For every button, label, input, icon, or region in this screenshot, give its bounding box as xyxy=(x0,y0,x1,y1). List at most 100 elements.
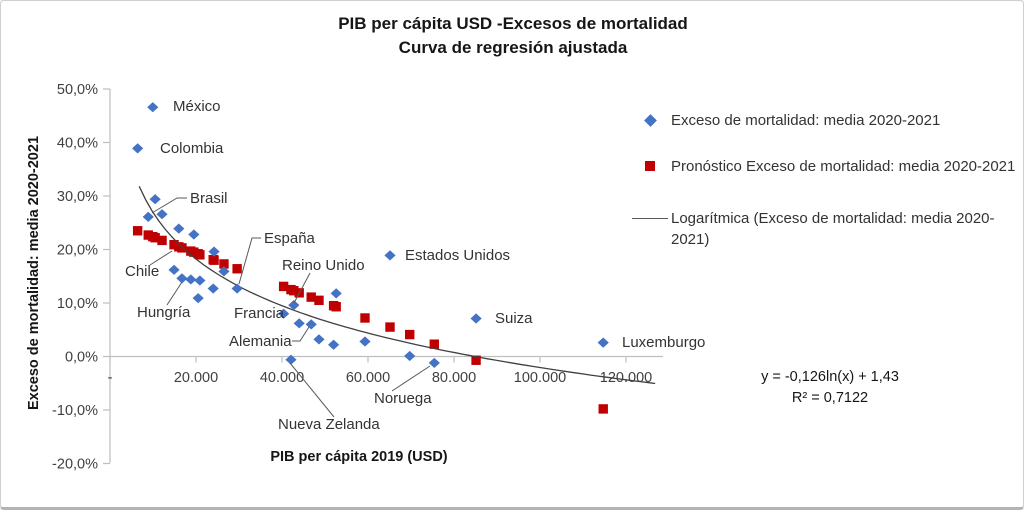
data-point-actual xyxy=(293,318,305,329)
data-point-actual xyxy=(359,336,371,347)
legend-entry-forecast: Pronóstico Exceso de mortalidad: media 2… xyxy=(632,156,1017,177)
y-axis-title: Exceso de mortalidad: media 2020-2021 xyxy=(26,135,42,411)
annotation-leader-line xyxy=(292,326,310,342)
country-label: Chile xyxy=(125,263,159,280)
data-point-actual xyxy=(168,264,180,275)
data-point-forecast xyxy=(598,404,608,414)
data-point-forecast xyxy=(177,243,187,253)
annotation-leader-line xyxy=(238,237,261,285)
data-point-actual xyxy=(188,229,200,240)
y-tick-label: 40,0% xyxy=(57,136,98,152)
x-tick-label: 40.000 xyxy=(260,370,304,386)
country-label: Reino Unido xyxy=(282,257,365,274)
data-point-actual xyxy=(597,337,609,348)
data-point-actual xyxy=(305,319,317,330)
data-point-actual xyxy=(173,223,185,234)
data-point-forecast xyxy=(278,281,289,292)
country-label: Colombia xyxy=(160,140,224,157)
data-point-actual xyxy=(132,143,144,154)
data-point-forecast xyxy=(429,339,440,349)
country-label: Estados Unidos xyxy=(405,247,510,264)
country-label: Alemania xyxy=(229,333,292,350)
y-tick-label: 50,0% xyxy=(57,82,98,98)
data-point-actual xyxy=(278,308,290,319)
x-axis-title: PIB per cápita 2019 (USD) xyxy=(270,449,448,465)
data-point-forecast xyxy=(286,284,296,295)
data-point-actual xyxy=(428,357,440,369)
country-label: Noruega xyxy=(374,390,432,407)
legend-entry-actual: Exceso de mortalidad: media 2020-2021 xyxy=(632,110,1017,131)
annotation-leader-line xyxy=(149,250,173,266)
blue-diamond-marker-icon xyxy=(632,110,668,127)
data-point-actual xyxy=(218,266,230,277)
y-tick-label: 20,0% xyxy=(57,243,98,259)
data-point-forecast xyxy=(360,313,370,323)
data-point-forecast xyxy=(385,322,395,332)
data-point-forecast xyxy=(169,239,179,250)
data-point-forecast xyxy=(328,300,339,311)
chart-title: PIB per cápita USD -Excesos de mortalida… xyxy=(1,12,1023,60)
data-point-actual xyxy=(384,250,396,261)
annotation-leader-line xyxy=(289,362,335,418)
data-point-actual xyxy=(231,283,243,294)
x-tick-label: 60.000 xyxy=(346,370,390,386)
data-point-forecast xyxy=(306,292,316,302)
chart-title-line1: PIB per cápita USD -Excesos de mortalida… xyxy=(338,14,688,33)
country-label: Suiza xyxy=(495,310,533,327)
x-tick-label: 20.000 xyxy=(174,370,218,386)
country-label: México xyxy=(173,98,221,115)
data-point-actual xyxy=(207,283,219,294)
data-point-forecast xyxy=(232,264,242,274)
country-label: Brasil xyxy=(190,190,228,207)
data-point-actual xyxy=(142,211,154,222)
y-tick-label: 30,0% xyxy=(57,189,98,205)
x-tick-label: 80.000 xyxy=(432,370,476,386)
data-point-actual xyxy=(328,339,340,350)
data-point-forecast xyxy=(186,246,196,256)
data-point-actual xyxy=(147,102,159,113)
x-tick-label: - xyxy=(108,370,113,386)
annotation-leader-line xyxy=(151,197,187,214)
country-label: España xyxy=(264,230,316,247)
country-label: Francia xyxy=(234,305,285,322)
chart-title-line2: Curva de regresión ajustada xyxy=(398,38,628,57)
data-point-actual xyxy=(330,288,342,299)
legend-label: Exceso de mortalidad: media 2020-2021 xyxy=(671,112,941,129)
legend-label: Logarítmica (Exceso de mortalidad: media… xyxy=(671,210,995,248)
data-point-forecast xyxy=(157,235,167,246)
data-point-actual xyxy=(470,313,482,324)
data-point-actual xyxy=(288,300,300,311)
country-label: Nueva Zelanda xyxy=(278,416,380,433)
data-point-forecast xyxy=(143,230,153,240)
data-point-actual xyxy=(156,209,168,220)
data-point-forecast xyxy=(471,355,481,365)
data-point-forecast xyxy=(150,233,160,243)
data-point-forecast xyxy=(405,329,415,340)
data-point-actual xyxy=(176,273,188,284)
annotation-leader-line xyxy=(391,365,431,392)
data-point-forecast xyxy=(219,259,229,269)
data-point-actual xyxy=(194,275,206,286)
data-point-forecast xyxy=(314,295,324,306)
y-tick-label: 0,0% xyxy=(65,350,98,366)
y-tick-label: -10,0% xyxy=(52,403,98,419)
data-point-actual xyxy=(285,354,297,365)
red-square-marker-icon xyxy=(632,156,668,171)
data-point-actual xyxy=(185,274,197,285)
data-point-forecast xyxy=(132,226,143,236)
legend-label: Pronóstico Exceso de mortalidad: media 2… xyxy=(671,158,1016,175)
trendline-curve xyxy=(138,186,656,385)
annotation-leader-line xyxy=(293,272,311,304)
trendline-marker-icon xyxy=(632,208,668,219)
data-point-actual xyxy=(149,194,161,205)
data-point-actual xyxy=(404,350,416,362)
data-point-actual xyxy=(208,246,220,257)
annotation-leader-line xyxy=(166,281,183,306)
x-tick-label: 100.000 xyxy=(514,370,566,386)
data-point-actual xyxy=(313,334,325,345)
equation-line: y = -0,126ln(x) + 1,43 xyxy=(761,369,899,385)
y-tick-label: 10,0% xyxy=(57,296,98,312)
y-tick-label: -20,0% xyxy=(52,457,98,473)
